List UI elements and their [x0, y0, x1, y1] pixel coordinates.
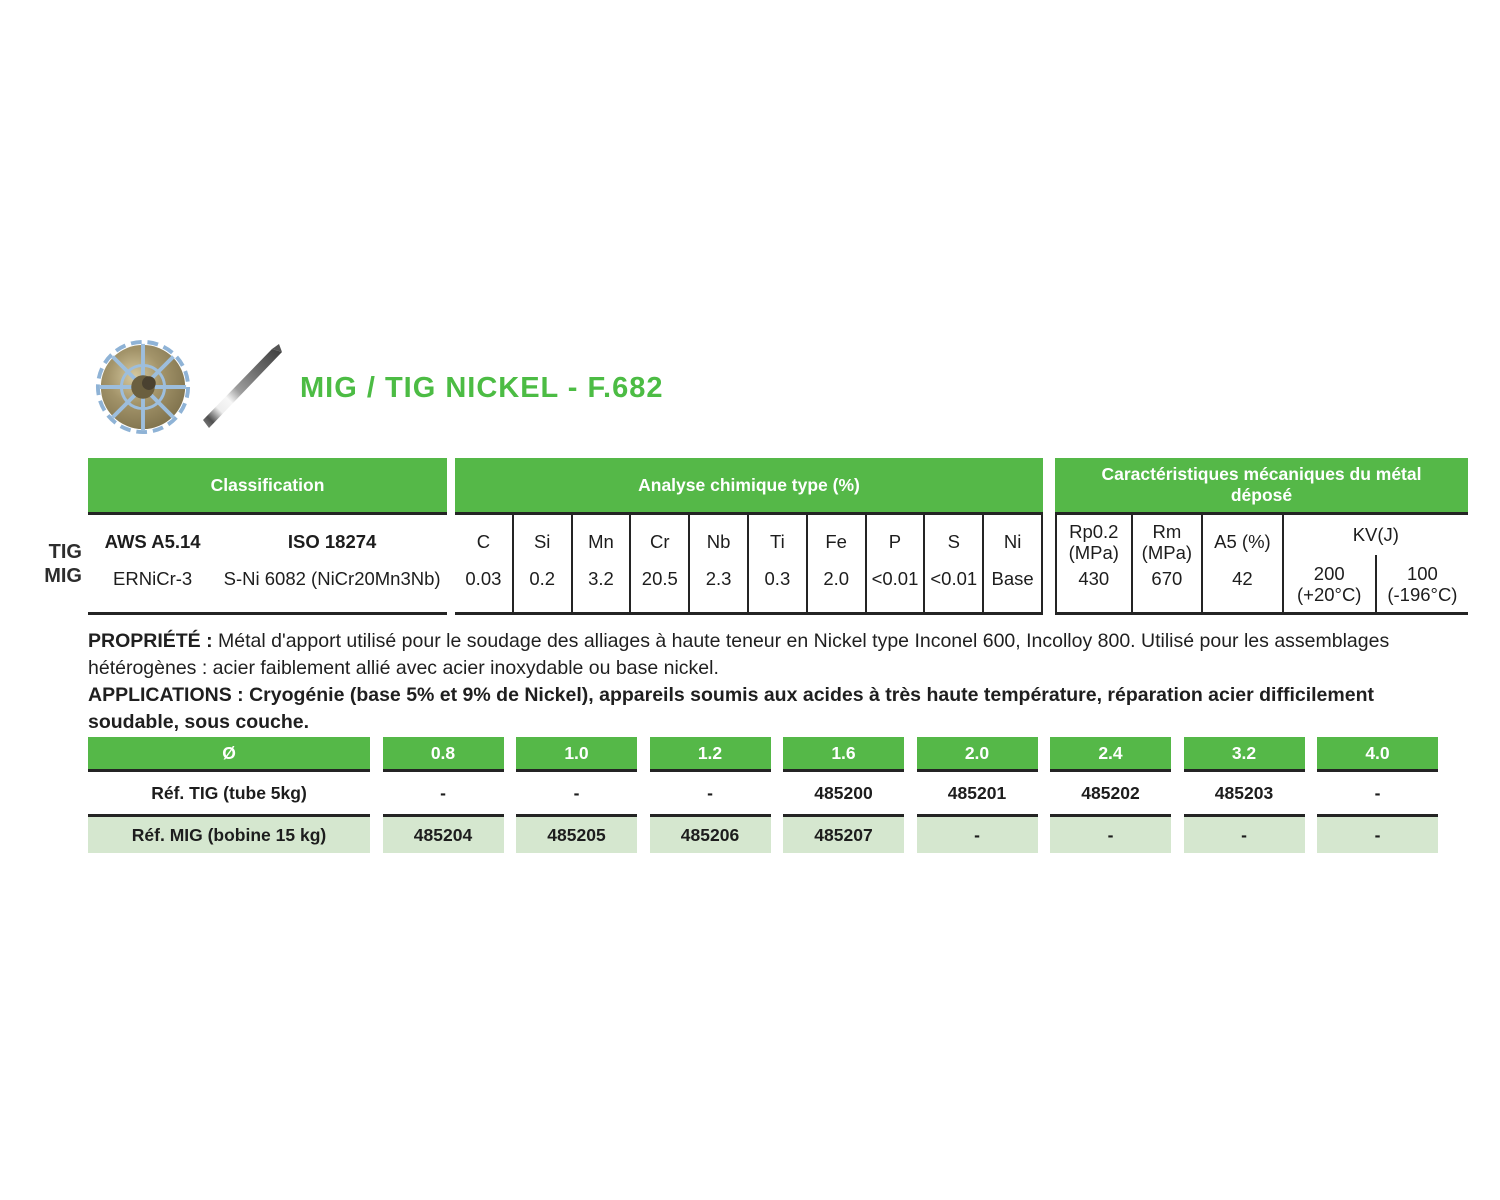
element-value: 0.2	[529, 568, 556, 589]
tig-ref-cell: 485203	[1183, 772, 1305, 817]
propriete-paragraph: PROPRIÉTÉ : Métal d'apport utilisé pour …	[88, 628, 1456, 682]
element-value: 20.5	[641, 568, 678, 589]
element-symbol: Si	[533, 531, 551, 552]
chem-col-s: S <0.01	[923, 515, 982, 612]
element-symbol: C	[476, 531, 491, 552]
element-value: <0.01	[871, 568, 919, 589]
diameter-3.2: 3.2	[1183, 737, 1305, 772]
element-symbol: Ni	[1003, 531, 1022, 552]
kv-label: KV(J)	[1352, 524, 1399, 545]
mechanical-header: Caractéristiques mécaniques du métal dép…	[1055, 458, 1468, 515]
mechanical-section: Caractéristiques mécaniques du métal dép…	[1055, 458, 1468, 615]
mech-col-rp02: Rp0.2 (MPa) 430	[1055, 515, 1131, 612]
element-symbol: Ti	[770, 531, 785, 552]
element-symbol: Mn	[588, 531, 614, 552]
classification-header: Classification	[88, 458, 447, 515]
welding-rod-icon	[196, 340, 291, 440]
element-value: 3.2	[588, 568, 614, 589]
mig-ref-cell: 485207	[783, 817, 904, 853]
propriete-label: PROPRIÉTÉ :	[88, 630, 219, 652]
chem-col-fe: Fe 2.0	[805, 515, 865, 612]
diameter-2.0: 2.0	[916, 737, 1038, 772]
element-symbol: Cr	[650, 531, 670, 552]
element-symbol: S	[947, 531, 960, 552]
element-value: 0.3	[764, 568, 791, 589]
chem-col-p: P <0.01	[864, 515, 924, 612]
mech-label: Rm (MPa)	[1141, 520, 1193, 563]
element-value: 0.03	[465, 568, 502, 589]
mech-value: 430	[1078, 568, 1110, 589]
mig-row-label: Réf. MIG (bobine 15 kg)	[88, 817, 370, 853]
chem-col-nb: Nb 2.3	[688, 515, 747, 612]
mech-col-a5: A5 (%) 42	[1201, 515, 1281, 612]
chem-col-ti: Ti 0.3	[746, 515, 806, 612]
description-block: PROPRIÉTÉ : Métal d'apport utilisé pour …	[88, 628, 1456, 736]
page-title: MIG / TIG NICKEL - F.682	[300, 372, 664, 404]
references-table: Ø 0.8 1.0 1.2 1.6 2.0 2.4 3.2 4.0 Réf. T…	[88, 737, 1438, 853]
mig-ref-cell: -	[1183, 817, 1305, 853]
tig-ref-cell: 485201	[916, 772, 1038, 817]
mig-ref-cell: 485206	[649, 817, 771, 853]
mig-ref-cell: -	[1050, 817, 1171, 853]
wire-spool-icon	[94, 337, 192, 442]
diameter-header-cell: Ø	[88, 737, 370, 772]
classification-col-aws: AWS A5.14 ERNiCr-3	[88, 515, 217, 612]
tig-ref-cell: 485200	[783, 772, 904, 817]
element-value: Base	[991, 568, 1034, 589]
chem-col-si: Si 0.2	[511, 515, 571, 612]
diameter-2.4: 2.4	[1050, 737, 1171, 772]
applications-text: Cryogénie (base 5% et 9% de Nickel), app…	[88, 684, 1374, 733]
element-symbol: P	[888, 531, 902, 552]
kv-value-plus20: 200 (+20°C)	[1297, 562, 1362, 605]
mech-label: A5 (%)	[1214, 531, 1271, 552]
chem-col-c: C 0.03	[455, 515, 512, 612]
tig-row-label: Réf. TIG (tube 5kg)	[88, 772, 370, 817]
classification-section: Classification AWS A5.14 ERNiCr-3 ISO 18…	[88, 458, 447, 615]
mig-ref-cell: -	[1317, 817, 1438, 853]
tig-ref-cell: -	[516, 772, 637, 817]
chem-col-ni: Ni Base	[982, 515, 1043, 612]
applications-label: APPLICATIONS :	[88, 684, 250, 706]
element-value: 2.0	[823, 568, 850, 589]
classification-col-iso: ISO 18274 S-Ni 6082 (NiCr20Mn3Nb)	[217, 515, 447, 612]
mech-col-rm: Rm (MPa) 670	[1130, 515, 1202, 612]
tig-ref-cell: -	[382, 772, 504, 817]
tig-ref-cell: -	[1317, 772, 1438, 817]
mig-ref-cell: 485204	[382, 817, 504, 853]
kv-value-minus196: 100 (-196°C)	[1374, 555, 1468, 612]
chem-col-cr: Cr 20.5	[629, 515, 688, 612]
tig-ref-cell: 485202	[1050, 772, 1171, 817]
diameter-0.8: 0.8	[382, 737, 504, 772]
mig-ref-cell: -	[916, 817, 1038, 853]
mech-value: 42	[1232, 568, 1253, 589]
mech-label: Rp0.2 (MPa)	[1068, 520, 1119, 563]
process-label-tig: TIG	[48, 541, 82, 563]
diameter-1.2: 1.2	[649, 737, 771, 772]
element-value: 2.3	[705, 568, 732, 589]
iso-standard-value: S-Ni 6082 (NiCr20Mn3Nb)	[223, 568, 441, 589]
element-value: <0.01	[930, 568, 978, 589]
tig-ref-cell: -	[649, 772, 771, 817]
element-symbol: Nb	[706, 531, 731, 552]
mech-col-kv: KV(J) 200 (+20°C) 100 (-196°C)	[1281, 515, 1468, 612]
diameter-1.0: 1.0	[516, 737, 637, 772]
propriete-text: Métal d'apport utilisé pour le soudage d…	[88, 630, 1390, 679]
diameter-1.6: 1.6	[783, 737, 904, 772]
chem-col-mn: Mn 3.2	[570, 515, 630, 612]
chemical-analysis-section: Analyse chimique type (%) C 0.03 Si 0.2 …	[455, 458, 1043, 615]
mig-ref-cell: 485205	[516, 817, 637, 853]
diameter-4.0: 4.0	[1317, 737, 1438, 772]
chemical-analysis-header: Analyse chimique type (%)	[455, 458, 1043, 515]
iso-standard-label: ISO 18274	[287, 531, 377, 552]
mech-value: 670	[1151, 568, 1183, 589]
aws-standard-value: ERNiCr-3	[113, 568, 193, 589]
applications-paragraph: APPLICATIONS : Cryogénie (base 5% et 9% …	[88, 682, 1456, 736]
process-label-mig: MIG	[44, 565, 82, 587]
aws-standard-label: AWS A5.14	[104, 531, 201, 552]
process-side-label: TIG MIG	[30, 540, 82, 588]
element-symbol: Fe	[825, 531, 847, 552]
